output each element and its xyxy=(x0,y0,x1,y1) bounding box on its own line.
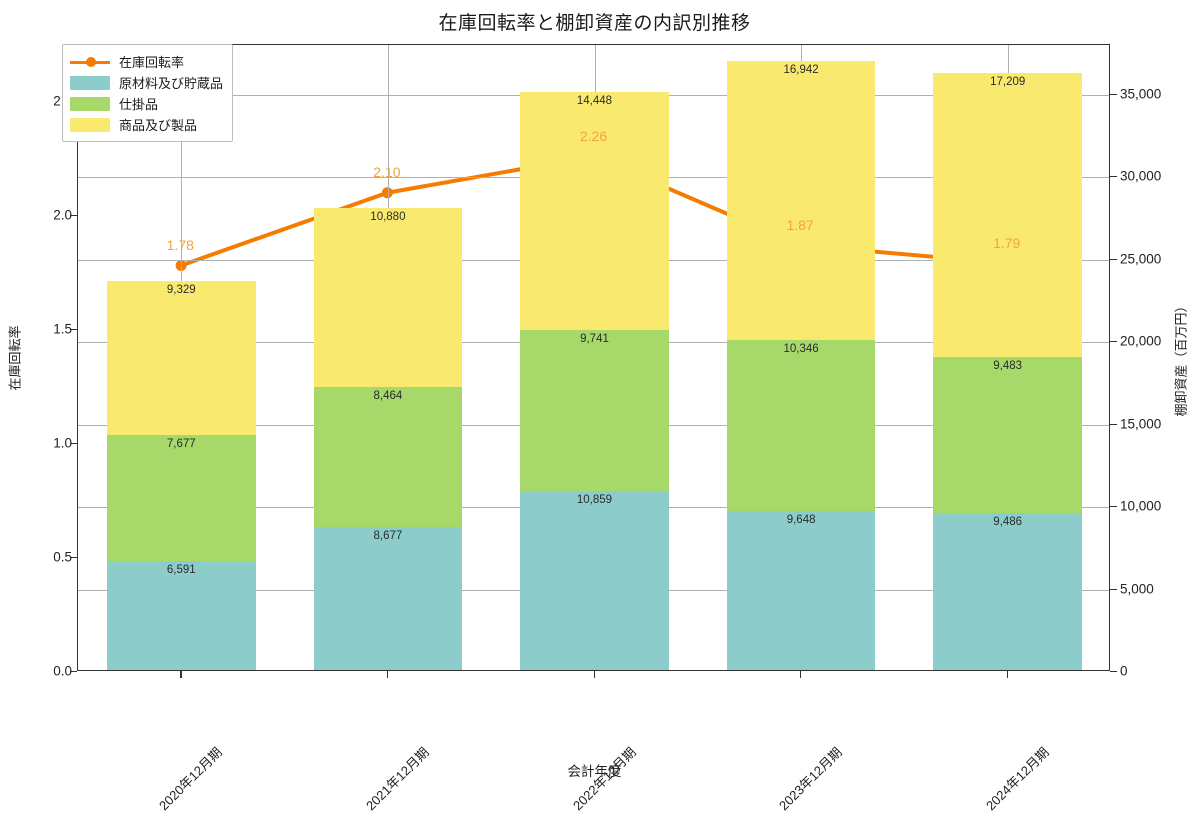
bar-segment-value-label: 14,448 xyxy=(520,95,669,107)
bar-stack[interactable]: 9,648 10,346 16,942 xyxy=(727,43,876,670)
right-tick-label: 25,000 xyxy=(1120,251,1161,266)
right-tick-mark xyxy=(1110,506,1117,507)
bar-segment-value-label: 10,859 xyxy=(520,494,669,506)
bar-segment-value-label: 9,329 xyxy=(107,284,256,296)
bar-segment-value-label: 6,591 xyxy=(107,564,256,576)
inventory-turnover-chart: 在庫回転率と棚卸資産の内訳別推移 在庫回転率 棚卸資産（百万円） 6,591 7,… xyxy=(0,0,1189,789)
bar-segment[interactable]: 7,677 xyxy=(107,435,256,562)
right-tick-label: 30,000 xyxy=(1120,169,1161,184)
right-tick-label: 0 xyxy=(1120,664,1128,679)
bar-segment[interactable]: 8,464 xyxy=(314,387,463,527)
bar-segment[interactable]: 9,486 xyxy=(933,513,1082,670)
legend-color-swatch-icon xyxy=(70,76,110,90)
bar-segment-value-label: 9,648 xyxy=(727,514,876,526)
x-tick-mark xyxy=(800,671,801,678)
chart-title: 在庫回転率と棚卸資産の内訳別推移 xyxy=(0,8,1189,35)
line-point-value-label: 1.79 xyxy=(993,235,1020,251)
right-tick-mark xyxy=(1110,94,1117,95)
legend-item[interactable]: 在庫回転率 xyxy=(70,51,223,72)
left-tick-label: 0.5 xyxy=(53,550,72,565)
bar-segment-value-label: 10,346 xyxy=(727,343,876,355)
bar-stack[interactable]: 8,677 8,464 10,880 xyxy=(314,43,463,670)
legend-line-swatch-icon xyxy=(70,55,110,69)
left-tick-label: 0.0 xyxy=(53,664,72,679)
bar-segment[interactable]: 9,648 xyxy=(727,511,876,670)
legend-item[interactable]: 商品及び製品 xyxy=(70,114,223,135)
legend-color-swatch-icon xyxy=(70,118,110,132)
bar-segment-value-label: 9,486 xyxy=(933,516,1082,528)
bar-segment-value-label: 7,677 xyxy=(107,438,256,450)
right-axis-label-wrap: 棚卸資産（百万円） xyxy=(1180,44,1181,671)
left-tick-label: 2.0 xyxy=(53,208,72,223)
line-point-value-label: 2.10 xyxy=(373,164,400,180)
line-point-value-label: 1.78 xyxy=(167,237,194,253)
right-tick-label: 35,000 xyxy=(1120,86,1161,101)
bar-segment[interactable]: 16,942 xyxy=(727,61,876,341)
bar-segment[interactable]: 6,591 xyxy=(107,561,256,670)
legend-item-label: 商品及び製品 xyxy=(119,115,197,134)
bar-segment-value-label: 8,677 xyxy=(314,530,463,542)
legend-item-label: 原材料及び貯蔵品 xyxy=(119,73,223,92)
bar-segment[interactable]: 10,880 xyxy=(314,208,463,388)
right-tick-mark xyxy=(1110,341,1117,342)
legend-item-label: 仕掛品 xyxy=(119,94,158,113)
right-axis-label: 棚卸資産（百万円） xyxy=(1171,299,1189,416)
right-tick-label: 5,000 xyxy=(1120,581,1154,596)
right-tick-label: 20,000 xyxy=(1120,334,1161,349)
line-point-value-label: 2.26 xyxy=(580,128,607,144)
x-tick-mark xyxy=(180,671,181,678)
legend-item[interactable]: 原材料及び貯蔵品 xyxy=(70,72,223,93)
bar-segment[interactable]: 8,677 xyxy=(314,527,463,670)
bar-segment[interactable]: 9,483 xyxy=(933,357,1082,513)
x-tick-mark xyxy=(594,671,595,678)
right-tick-label: 10,000 xyxy=(1120,499,1161,514)
bar-segment[interactable]: 10,859 xyxy=(520,491,669,670)
line-point-value-label: 1.87 xyxy=(786,217,813,233)
bar-segment[interactable]: 9,329 xyxy=(107,281,256,435)
left-tick-label: 1.0 xyxy=(53,436,72,451)
bar-segment-value-label: 10,880 xyxy=(314,211,463,223)
chart-legend: 在庫回転率原材料及び貯蔵品仕掛品商品及び製品 xyxy=(62,44,233,142)
left-tick-label: 1.5 xyxy=(53,322,72,337)
left-axis-label: 在庫回転率 xyxy=(5,325,24,390)
bar-segment[interactable]: 17,209 xyxy=(933,73,1082,357)
right-tick-mark xyxy=(1110,259,1117,260)
bar-segment[interactable]: 9,741 xyxy=(520,330,669,491)
x-tick-mark xyxy=(387,671,388,678)
bar-segment-value-label: 9,741 xyxy=(520,333,669,345)
right-tick-label: 15,000 xyxy=(1120,416,1161,431)
legend-color-swatch-icon xyxy=(70,97,110,111)
right-tick-mark xyxy=(1110,176,1117,177)
legend-item[interactable]: 仕掛品 xyxy=(70,93,223,114)
x-tick-mark xyxy=(1007,671,1008,678)
right-tick-mark xyxy=(1110,671,1117,672)
bar-segment[interactable]: 10,346 xyxy=(727,340,876,511)
bar-segment-value-label: 16,942 xyxy=(727,64,876,76)
right-tick-mark xyxy=(1110,424,1117,425)
legend-item-label: 在庫回転率 xyxy=(119,52,184,71)
left-axis-label-wrap: 在庫回転率 xyxy=(18,44,19,671)
x-axis-label: 会計年度 xyxy=(0,760,1189,780)
bar-segment-value-label: 8,464 xyxy=(314,390,463,402)
bar-stack[interactable]: 9,486 9,483 17,209 xyxy=(933,43,1082,670)
bar-segment-value-label: 9,483 xyxy=(933,360,1082,372)
right-tick-mark xyxy=(1110,589,1117,590)
bar-segment-value-label: 17,209 xyxy=(933,76,1082,88)
